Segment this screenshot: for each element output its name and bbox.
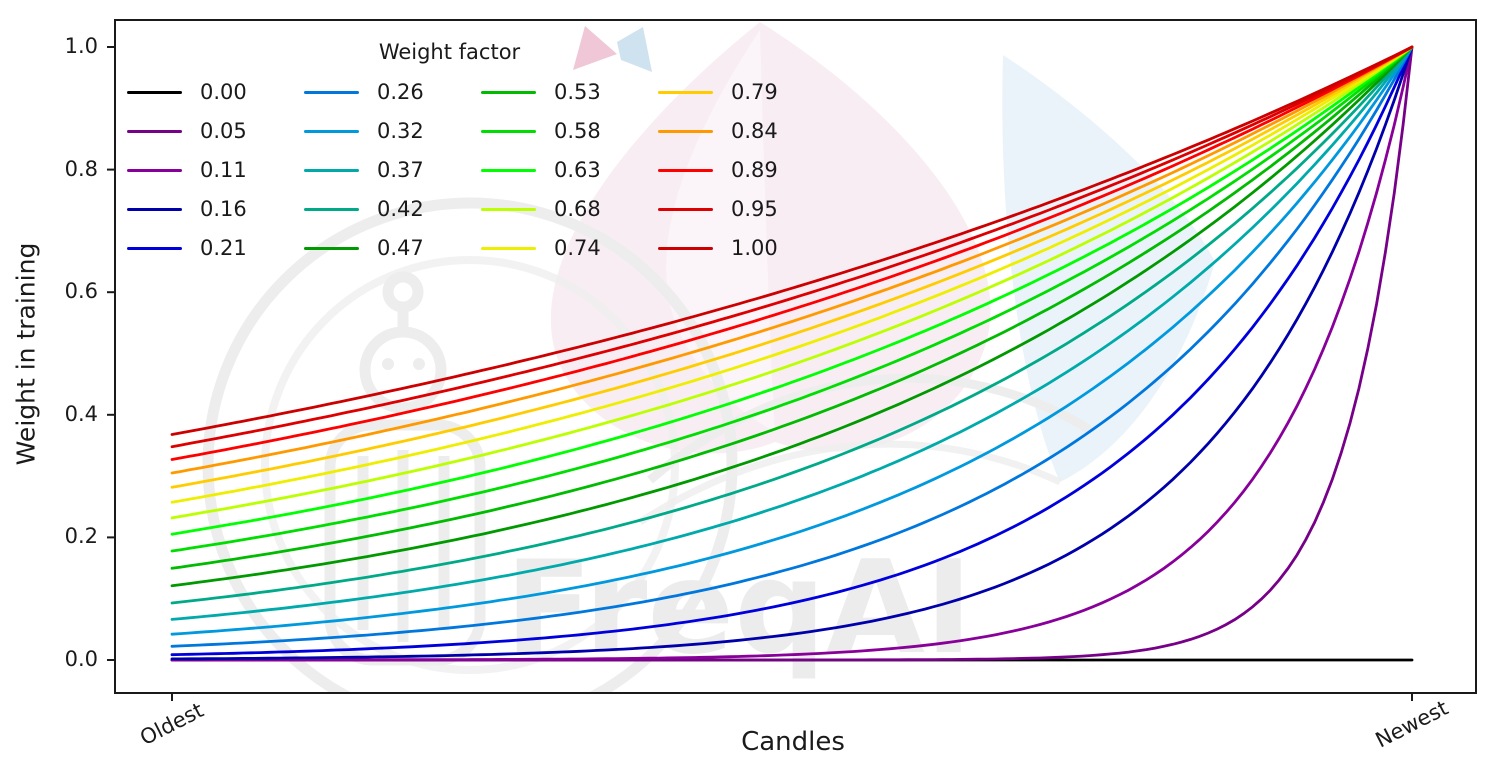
legend-entry: 0.89 (658, 151, 835, 190)
curve-wf-0.89 (170, 45, 1414, 461)
legend-entry-label: 0.21 (200, 236, 247, 260)
y-axis-label: Weight in training (11, 242, 41, 466)
legend-swatch (304, 130, 359, 133)
legend-swatch (127, 91, 182, 94)
legend-swatch (658, 91, 713, 94)
y-tick-label: 0.6 (64, 279, 98, 304)
y-tick-label: 0.0 (64, 647, 98, 671)
legend-entry: 0.37 (304, 151, 481, 190)
legend-entry-label: 0.68 (554, 197, 601, 221)
legend-entry: 0.84 (658, 112, 835, 151)
curve-wf-0.21 (170, 45, 1414, 657)
legend-entry-label: 0.37 (377, 158, 424, 182)
curve-wf-0.11 (170, 45, 1414, 662)
legend-entry-label: 0.89 (731, 158, 778, 182)
curve-wf-0.53 (170, 45, 1414, 570)
curve-wf-0.58 (170, 45, 1414, 553)
legend-swatch (481, 247, 536, 250)
legend-swatch (481, 208, 536, 211)
legend-swatch (481, 130, 536, 133)
legend-entry-label: 1.00 (731, 236, 778, 260)
curve-wf-0.47 (170, 45, 1414, 588)
legend-swatch (304, 208, 359, 211)
y-tick-label: 0.8 (64, 156, 98, 181)
legend-swatch (127, 247, 182, 250)
legend-entry-label: 0.84 (731, 119, 778, 143)
legend-entry-label: 0.16 (200, 197, 247, 221)
legend-entry-label: 0.53 (554, 80, 601, 104)
legend-entry: 0.21 (127, 229, 304, 268)
legend-entry: 0.79 (658, 73, 835, 112)
legend-entry: 0.63 (481, 151, 658, 190)
curves-group (170, 45, 1414, 662)
legend-swatch (304, 247, 359, 250)
legend-entry: 0.95 (658, 190, 835, 229)
x-axis-label: Candles (741, 727, 845, 757)
legend-entry: 0.26 (304, 73, 481, 112)
legend-entry: 0.74 (481, 229, 658, 268)
curve-wf-0.63 (170, 45, 1414, 536)
legend-entry-label: 0.05 (200, 119, 247, 143)
legend-entry-label: 0.47 (377, 236, 424, 260)
curve-wf-0.84 (170, 45, 1414, 475)
legend-entry: 1.00 (658, 229, 835, 268)
legend-entry: 0.00 (127, 73, 304, 112)
legend-swatch (127, 208, 182, 211)
legend-swatch (658, 208, 713, 211)
legend-entry: 0.05 (127, 112, 304, 151)
legend-entry: 0.58 (481, 112, 658, 151)
legend-entry: 0.42 (304, 190, 481, 229)
curve-wf-0.42 (170, 45, 1414, 605)
legend-swatch (481, 91, 536, 94)
tick-marks (107, 46, 1413, 701)
legend-entry-label: 0.11 (200, 158, 247, 182)
legend-entry-label: 0.95 (731, 197, 778, 221)
curve-wf-0.26 (170, 45, 1414, 648)
legend-entry-label: 0.42 (377, 197, 424, 221)
legend-entry-label: 0.58 (554, 119, 601, 143)
axes-frame (114, 19, 1477, 694)
y-tick-label: 1.0 (64, 34, 98, 58)
legend-swatch (658, 130, 713, 133)
legend-entry-label: 0.26 (377, 80, 424, 104)
legend-entry: 0.11 (127, 151, 304, 190)
curve-wf-0.68 (170, 45, 1414, 520)
legend-entry: 0.16 (127, 190, 304, 229)
legend-entry-label: 0.63 (554, 158, 601, 182)
curve-wf-0.95 (170, 45, 1414, 449)
legend-entry: 0.53 (481, 73, 658, 112)
legend-entry: 0.68 (481, 190, 658, 229)
curve-wf-0.37 (170, 45, 1414, 621)
legend-entry-label: 0.79 (731, 80, 778, 104)
curve-wf-0.16 (170, 45, 1414, 661)
curve-wf-0.32 (170, 45, 1414, 636)
y-tick-label: 0.4 (64, 401, 98, 426)
legend-grid: 0.00 0.05 0.11 0.16 0.21 0.26 0.32 0.37 0.42 0.47… (127, 73, 835, 268)
legend-swatch (127, 130, 182, 133)
legend-entry-label: 0.74 (554, 236, 601, 260)
y-tick-label: 0.2 (64, 524, 98, 549)
curve-wf-0.79 (170, 45, 1414, 489)
legend-swatch (127, 169, 182, 172)
curve-wf-0.74 (170, 45, 1414, 504)
legend-swatch (304, 91, 359, 94)
legend-swatch (658, 247, 713, 250)
legend-swatch (481, 169, 536, 172)
legend-entry-label: 0.00 (200, 80, 247, 104)
curve-wf-1.00 (170, 45, 1414, 436)
legend-entry-label: 0.32 (377, 119, 424, 143)
legend-title: Weight factor (378, 40, 521, 64)
legend-swatch (304, 169, 359, 172)
legend-entry: 0.32 (304, 112, 481, 151)
legend-swatch (658, 169, 713, 172)
legend-entry: 0.47 (304, 229, 481, 268)
